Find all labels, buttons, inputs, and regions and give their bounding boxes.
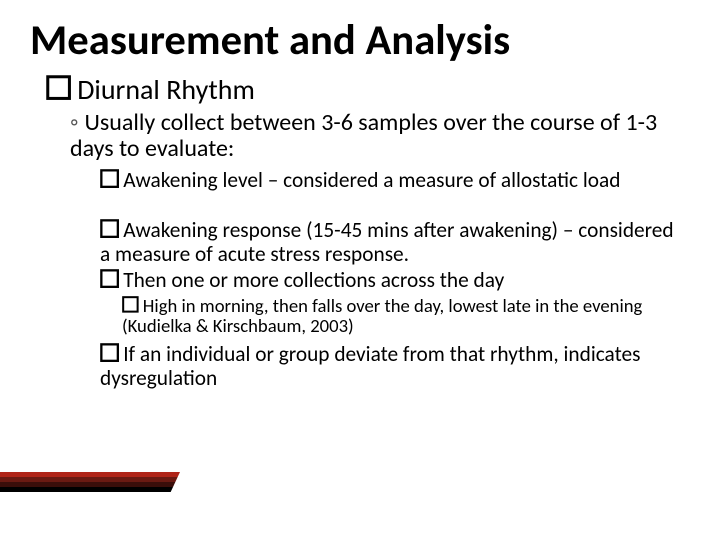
bullet-l1-lead: Diurnal [77, 72, 160, 107]
checkbox-icon [46, 72, 71, 107]
bullet-l2-collect: ◦Usually collect between 3-6 samples ove… [70, 110, 670, 162]
bullet-l3-deviate-text: If an individual or group deviate from t… [100, 341, 640, 391]
bullet-l3-item-1: Awakening response (15-45 mins after awa… [100, 218, 680, 266]
checkbox-icon [100, 268, 119, 292]
slide: Measurement and Analysis Diurnal Rhythm … [0, 0, 720, 540]
bullet-l2-text: Usually collect between 3-6 samples over… [70, 108, 657, 163]
checkbox-icon [100, 218, 119, 242]
bullet-l3-item-2: Then one or more collections across the … [100, 268, 504, 292]
bullet-l4-text: High in morning, then falls over the day… [122, 295, 642, 338]
checkbox-icon [100, 342, 119, 366]
bullet-l3-item-0: Awakening level – considered a measure o… [100, 168, 620, 192]
bullet-l3-text-0: Awakening level – considered a measure o… [123, 167, 620, 193]
bullet-l3-deviate: If an individual or group deviate from t… [100, 342, 680, 390]
diamond-icon: ◦ [70, 110, 79, 136]
bullet-l1-diurnal-rhythm: Diurnal Rhythm [46, 72, 255, 107]
slide-title: Measurement and Analysis [30, 14, 510, 66]
bullet-l3-text-2: Then one or more collections across the … [123, 267, 504, 293]
bullet-l3-text-1: Awakening response (15-45 mins after awa… [100, 217, 674, 267]
checkbox-icon [100, 168, 119, 192]
corner-accent [0, 472, 180, 492]
bullet-l1-rest: Rhythm [160, 72, 255, 107]
bullet-l4-high-morning: High in morning, then falls over the day… [122, 296, 682, 337]
checkbox-icon [122, 296, 139, 317]
